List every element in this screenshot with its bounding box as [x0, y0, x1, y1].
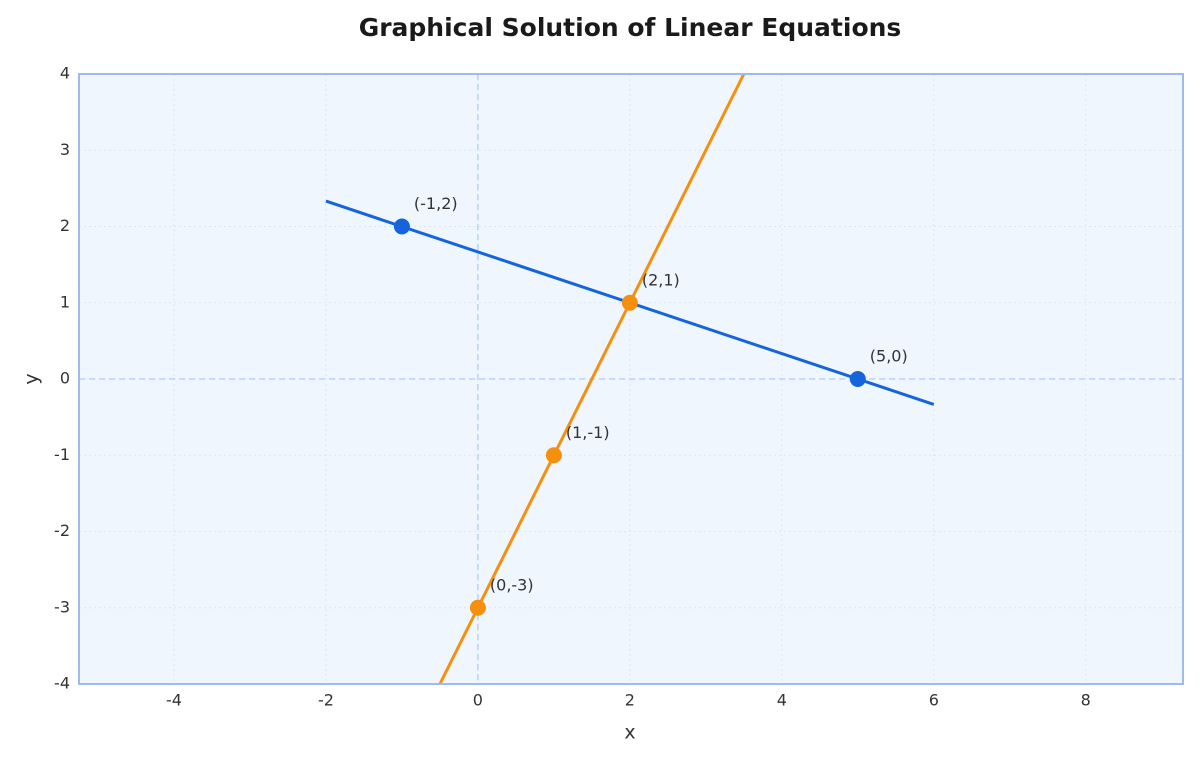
y-tick-label: 3 — [60, 140, 70, 159]
x-tick-label: 2 — [625, 691, 635, 710]
y-tick-label: 2 — [60, 216, 70, 235]
y-tick-label: 0 — [60, 369, 70, 388]
y-tick-label: -4 — [54, 674, 70, 693]
x-tick-label: -2 — [318, 691, 334, 710]
point-label: (0,-3) — [490, 575, 534, 594]
y-tick-label: -3 — [54, 597, 70, 616]
point — [393, 218, 410, 235]
plot-border — [78, 73, 1184, 685]
y-tick-label: -1 — [54, 445, 70, 464]
line — [438, 74, 746, 684]
x-tick-label: 0 — [473, 691, 483, 710]
x-axis-label: x — [624, 722, 635, 744]
x-tick-label: 4 — [777, 691, 787, 710]
point — [621, 294, 638, 311]
x-tick-label: -4 — [166, 691, 182, 710]
chart-title: Graphical Solution of Linear Equations — [359, 13, 902, 42]
plot-layer — [79, 74, 1183, 684]
point — [545, 447, 562, 464]
point — [469, 599, 486, 616]
x-tick-label: 6 — [929, 691, 939, 710]
y-axis-label: y — [21, 373, 43, 384]
point — [849, 371, 866, 387]
point-label: (2,1) — [642, 270, 680, 289]
x-tick-label: 8 — [1081, 691, 1091, 710]
y-tick-label: 1 — [60, 292, 70, 311]
y-tick-label: -2 — [54, 521, 70, 540]
point-label: (-1,2) — [414, 194, 458, 213]
point-label: (5,0) — [870, 347, 908, 366]
point-label: (1,-1) — [566, 423, 610, 442]
y-tick-label: 4 — [60, 64, 70, 83]
